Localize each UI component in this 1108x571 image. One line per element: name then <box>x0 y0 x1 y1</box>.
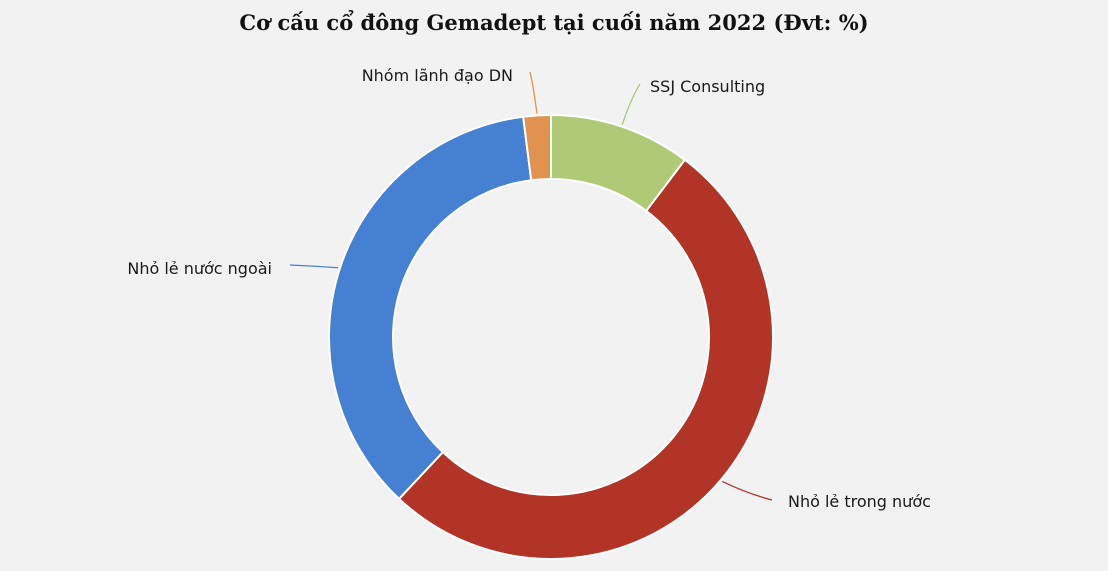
leader-line-nho-le-nuoc-ngoai <box>289 264 339 269</box>
leader-line-nhom-lanh-dao-dn <box>529 71 538 114</box>
leader-line-ssj-consulting <box>621 83 641 125</box>
slice-label-nhom-lanh-dao-dn: Nhóm lãnh đạo DN <box>362 66 513 85</box>
slice-label-ssj-consulting: SSJ Consulting <box>650 77 765 96</box>
labels-group: SSJ Consulting Nhỏ lẻ trong nước Nhỏ lẻ nư… <box>127 66 931 511</box>
slices-group <box>328 113 774 560</box>
slice-nho-le-trong-nuoc <box>397 158 774 560</box>
slice-nho-le-nuoc-ngoai <box>328 115 533 501</box>
leader-line-nho-le-trong-nuoc <box>721 480 773 501</box>
slice-label-nho-le-trong-nuoc: Nhỏ lẻ trong nước <box>788 492 931 511</box>
chart-title: Cơ cấu cổ đông Gemadept tại cuối năm 202… <box>239 10 869 35</box>
slice-nhom-lanh-dao-dn <box>522 113 552 182</box>
leaders-group <box>289 71 773 501</box>
slice-label-nho-le-nuoc-ngoai: Nhỏ lẻ nước ngoài <box>127 259 272 278</box>
